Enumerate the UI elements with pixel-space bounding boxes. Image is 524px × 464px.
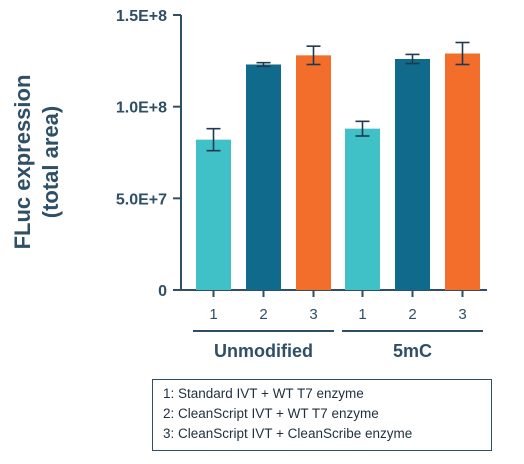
bar <box>445 53 480 290</box>
y-tick-label: 1.0E+8 <box>116 100 167 117</box>
y-tick-label: 1.5E+8 <box>116 8 167 25</box>
category-label: 2 <box>259 306 267 323</box>
bar <box>246 64 281 290</box>
category-labels: 1 2 3 1 2 3 <box>209 306 466 323</box>
group-label: Unmodified <box>214 341 313 361</box>
y-axis-title: FLuc expression (total area) <box>10 75 63 250</box>
category-label: 2 <box>408 306 416 323</box>
category-label: 1 <box>209 306 217 323</box>
error-bars <box>206 41 470 152</box>
category-label: 3 <box>458 306 466 323</box>
legend-entry-3: 3: CleanScript IVT + CleanScribe enzyme <box>163 426 413 441</box>
bar <box>196 139 231 290</box>
y-tick-label: 5.0E+7 <box>116 191 167 208</box>
bar <box>296 55 331 291</box>
bar-chart: FLuc expression (total area) 0 5.0E+7 1.0E… <box>10 8 487 361</box>
y-axis: 0 5.0E+7 1.0E+8 1.5E+8 <box>116 8 182 300</box>
bar <box>345 128 380 290</box>
legend-entry-1: 1: Standard IVT + WT T7 enzyme <box>163 386 364 401</box>
legend-box: 1: Standard IVT + WT T7 enzyme 2: CleanS… <box>152 379 492 451</box>
group-labels: Unmodified 5mC <box>193 330 483 361</box>
bars <box>196 53 480 291</box>
legend-entry-2: 2: CleanScript IVT + WT T7 enzyme <box>163 406 379 421</box>
x-axis <box>181 289 487 297</box>
y-tick-label: 0 <box>158 283 167 300</box>
bar <box>395 59 430 290</box>
category-label: 3 <box>309 306 317 323</box>
y-axis-title-line-1: FLuc expression <box>10 75 35 250</box>
category-label: 1 <box>358 306 366 323</box>
y-axis-title-line-2: (total area) <box>38 106 63 218</box>
group-label: 5mC <box>393 341 432 361</box>
